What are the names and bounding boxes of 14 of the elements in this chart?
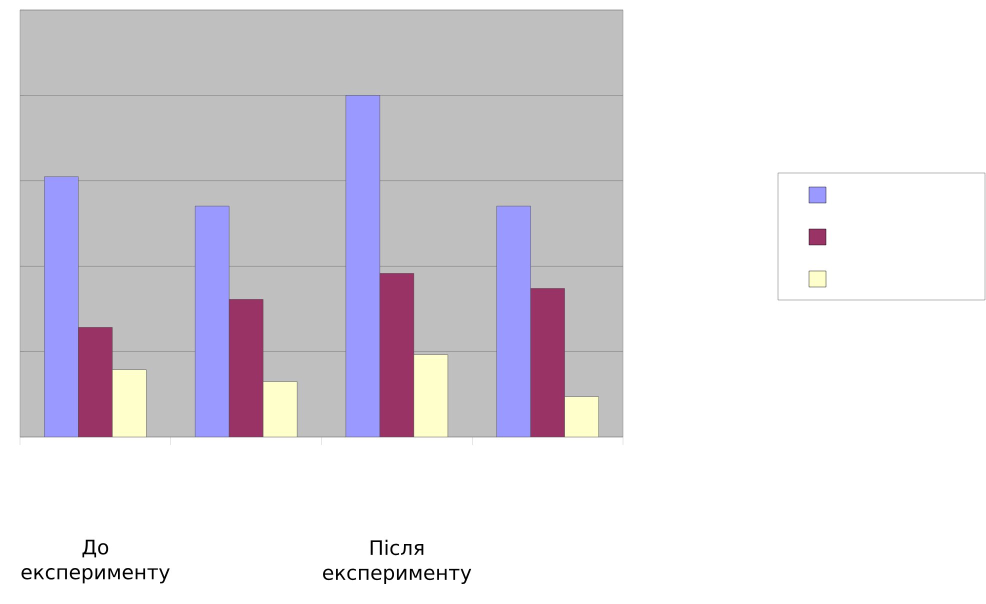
x-tick-label: Після експерименту: [323, 540, 472, 584]
bar: [346, 95, 380, 437]
bar: [564, 396, 599, 437]
bar: [530, 288, 565, 437]
bar: [78, 327, 113, 437]
bar: [228, 299, 264, 437]
bar: [380, 273, 414, 437]
bar: [414, 354, 448, 437]
bar: [112, 370, 147, 437]
bar: [44, 176, 79, 437]
bar: [194, 206, 230, 437]
bar: [262, 381, 298, 437]
x-tick-label: До експерименту: [22, 540, 170, 584]
bar: [496, 206, 531, 437]
